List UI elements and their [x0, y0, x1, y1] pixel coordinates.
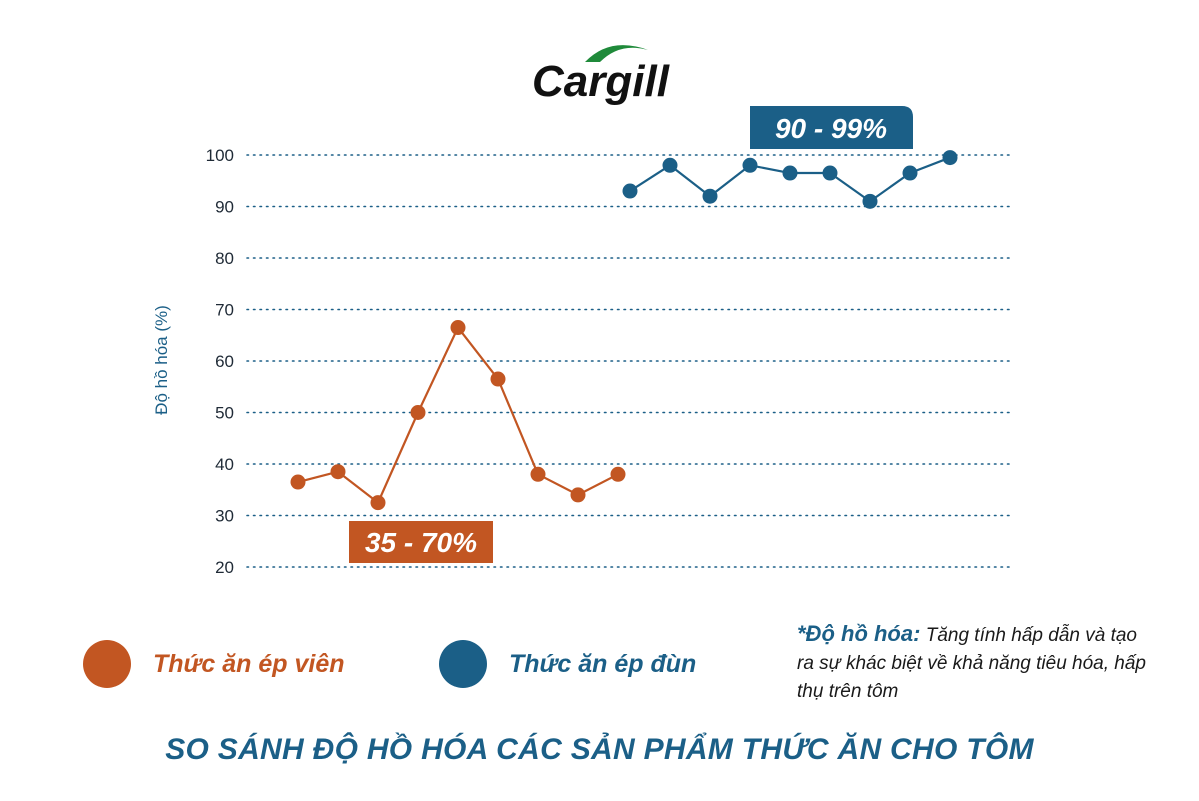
range-label-extruded: 90 - 99%: [750, 106, 913, 149]
legend-label-extruded: Thức ăn ép đùn: [509, 649, 697, 678]
y-tick-20: 20: [215, 558, 234, 577]
series-line-0: [297, 326, 619, 504]
series-1-point-5: [822, 165, 838, 181]
series-0-point-5: [490, 371, 506, 387]
series-layer: [290, 150, 958, 511]
series-1-point-1: [662, 157, 678, 173]
series-0-point-6: [530, 466, 546, 482]
series-0-point-7: [570, 487, 586, 503]
grid-lines: [246, 154, 1013, 568]
series-1-point-4: [782, 165, 798, 181]
series-1-point-8: [942, 150, 958, 166]
y-tick-50: 50: [215, 404, 234, 423]
cargill-logo: Cargill: [532, 45, 670, 106]
series-0-point-1: [330, 464, 346, 480]
range-label-pellet: 35 - 70%: [349, 521, 493, 563]
legend-item-extruded: Thức ăn ép đùn: [439, 640, 696, 688]
footer-title: SO SÁNH ĐỘ HỒ HÓA CÁC SẢN PHẨM THỨC ĂN C…: [165, 733, 1034, 766]
note-title: *Độ hồ hóa:: [797, 621, 921, 646]
series-1: [622, 150, 958, 209]
y-tick-40: 40: [215, 455, 234, 474]
y-tick-30: 30: [215, 507, 234, 526]
series-0-point-0: [290, 474, 306, 490]
definition-note: *Độ hồ hóa: Tăng tính hấp dẫn và tạo ra …: [797, 620, 1157, 706]
y-tick-100: 100: [206, 146, 234, 165]
y-tick-90: 90: [215, 198, 234, 217]
series-1-point-6: [862, 193, 878, 209]
series-0: [290, 320, 626, 511]
series-1-point-7: [902, 165, 918, 181]
range-label-pellet-box: [349, 521, 493, 563]
y-tick-80: 80: [215, 249, 234, 268]
range-label-extruded-text: 90 - 99%: [775, 113, 887, 144]
series-0-point-8: [610, 466, 626, 482]
series-1-point-3: [742, 157, 758, 173]
note-text: Tăng tính hấp dẫn và tạo ra sự khác biệt…: [797, 625, 1146, 702]
series-0-point-4: [450, 320, 466, 336]
legend-item-pellet: Thức ăn ép viên: [83, 640, 345, 688]
leaf-arc-icon: [585, 45, 648, 62]
logo-text: Cargill: [532, 57, 670, 106]
y-tick-70: 70: [215, 301, 234, 320]
range-labels: 35 - 70% 90 - 99%: [349, 106, 913, 563]
y-tick-60: 60: [215, 352, 234, 371]
legend-dot-extruded: [439, 640, 487, 688]
range-label-pellet-text: 35 - 70%: [365, 527, 477, 558]
y-axis-ticks: 20 30 40 50 60 70 80 90 100: [206, 146, 234, 577]
legend-label-pellet: Thức ăn ép viên: [153, 649, 345, 678]
legend-dot-pellet: [83, 640, 131, 688]
range-label-extruded-box: [750, 106, 913, 149]
series-1-point-2: [702, 188, 718, 204]
series-1-point-0: [622, 183, 638, 199]
series-0-point-2: [370, 495, 386, 511]
series-0-point-3: [410, 405, 426, 420]
y-axis-label: Độ hồ hóa (%): [152, 305, 171, 415]
